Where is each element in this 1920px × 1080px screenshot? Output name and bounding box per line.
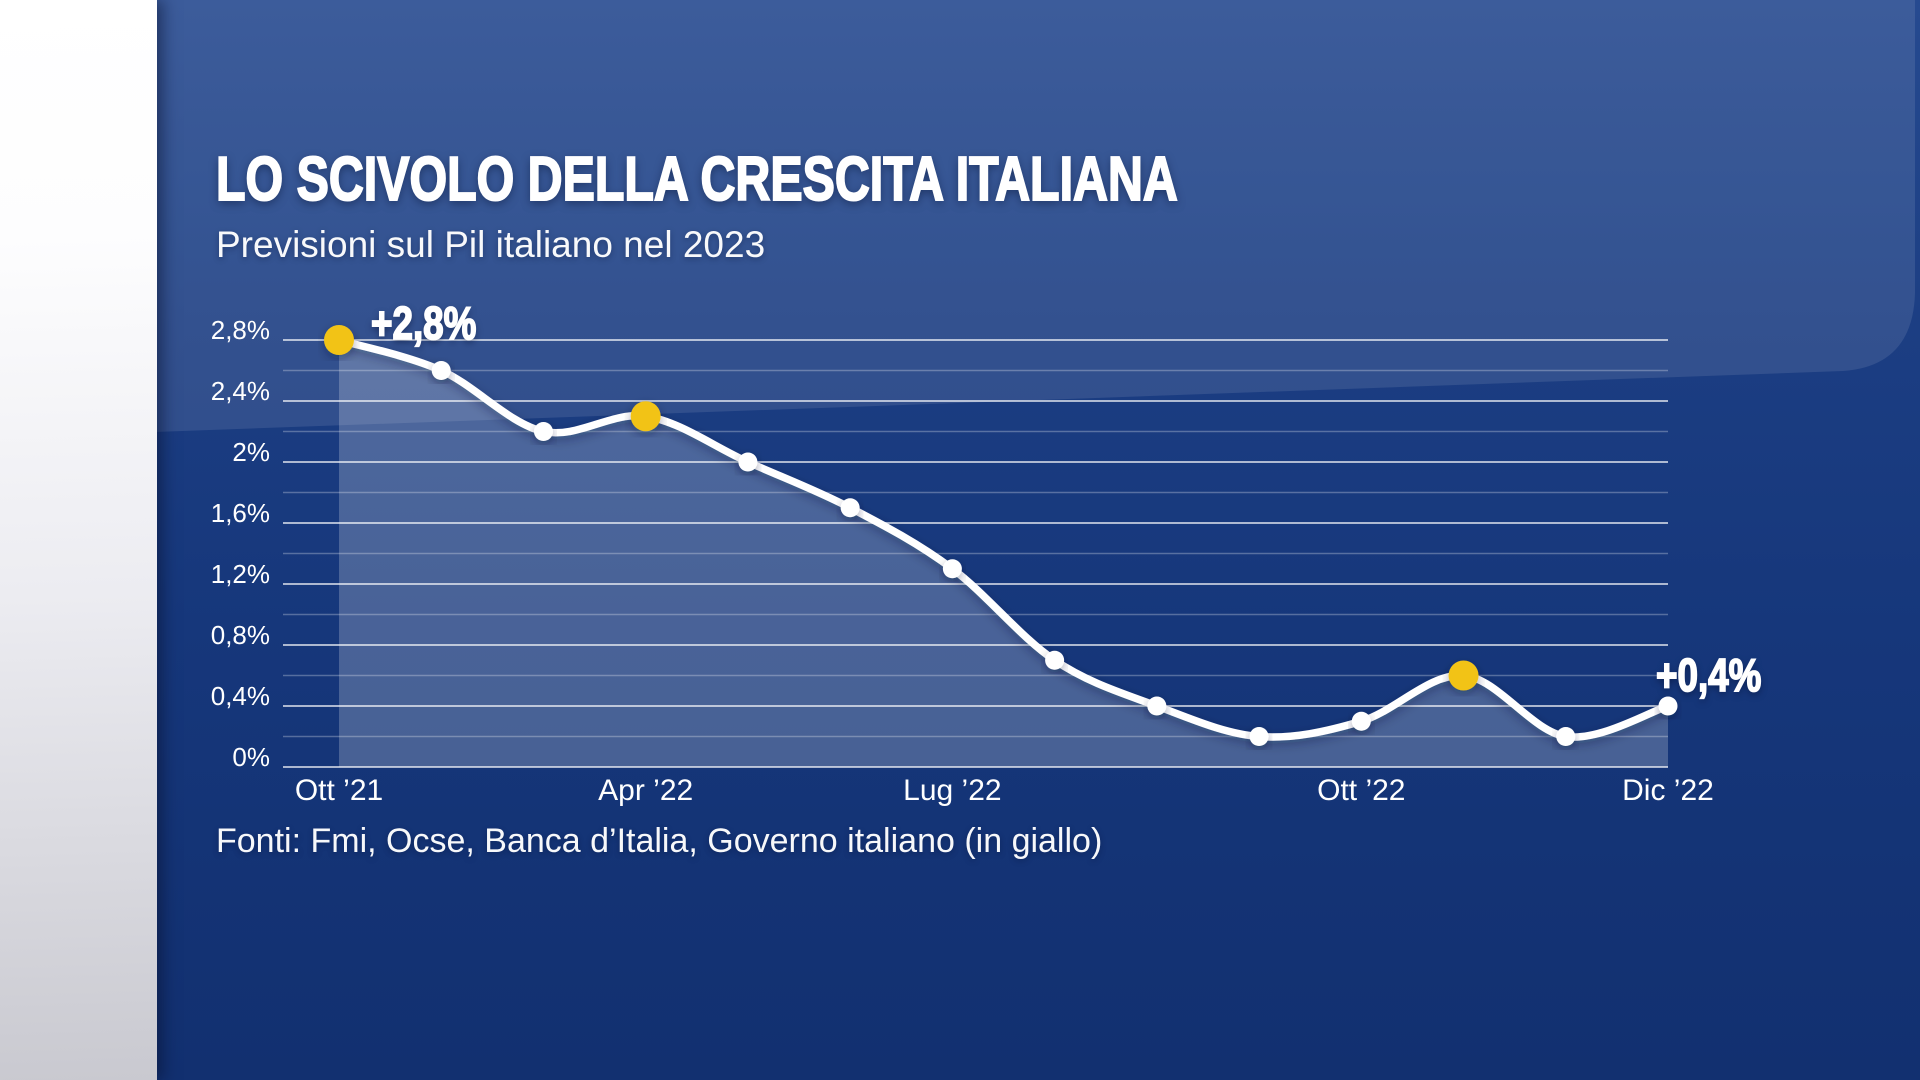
y-axis-tick-label: 0,4% bbox=[211, 681, 270, 711]
x-axis-tick-label: Ott ’21 bbox=[295, 774, 383, 807]
x-axis-tick-label: Ott ’22 bbox=[1317, 774, 1405, 807]
area-fill bbox=[339, 340, 1668, 767]
x-axis-tick-label: Dic ’22 bbox=[1622, 774, 1714, 807]
y-axis-tick-label: 2,4% bbox=[211, 376, 270, 406]
point-annotation: +2,8% bbox=[370, 296, 477, 350]
page-title: LO SCIVOLO DELLA CRESCITA ITALIANA bbox=[215, 144, 1178, 215]
page-edge-strip bbox=[0, 0, 157, 1080]
data-point bbox=[431, 361, 451, 380]
y-axis-tick-label: 2,8% bbox=[211, 315, 270, 345]
source-credit: Fonti: Fmi, Ocse, Banca d’Italia, Govern… bbox=[216, 822, 1103, 860]
data-point bbox=[1351, 711, 1371, 731]
highlight-data-point bbox=[1448, 660, 1479, 691]
highlight-data-point bbox=[324, 325, 354, 355]
data-point bbox=[1045, 650, 1065, 670]
data-point bbox=[1658, 696, 1678, 716]
data-point bbox=[840, 498, 860, 518]
data-point bbox=[738, 452, 758, 472]
point-annotation: +0,4% bbox=[1655, 648, 1762, 702]
y-axis-tick-label: 0% bbox=[232, 742, 270, 772]
y-axis-tick-label: 2% bbox=[232, 437, 270, 467]
data-point bbox=[1147, 696, 1167, 716]
series-layer bbox=[324, 325, 1678, 767]
axis-label-layer: 0% 0,4% 0,8% 1,2% 1,6% 2% 2,4% 2,8% Ott ’21 Apr ’… bbox=[211, 315, 1714, 807]
highlight-data-point bbox=[630, 401, 661, 432]
y-axis-tick-label: 1,6% bbox=[211, 498, 270, 528]
data-point bbox=[942, 559, 962, 579]
data-point bbox=[1556, 727, 1576, 746]
grid-layer bbox=[283, 339, 1668, 768]
x-axis-tick-label: Apr ’22 bbox=[598, 774, 693, 807]
page-subtitle: Previsioni sul Pil italiano nel 2023 bbox=[216, 224, 766, 265]
y-axis-tick-label: 0,8% bbox=[211, 620, 270, 650]
data-point bbox=[1249, 727, 1269, 746]
x-axis-tick-label: Lug ’22 bbox=[903, 774, 1001, 807]
data-point bbox=[533, 422, 553, 441]
y-axis-tick-label: 1,2% bbox=[211, 559, 270, 589]
